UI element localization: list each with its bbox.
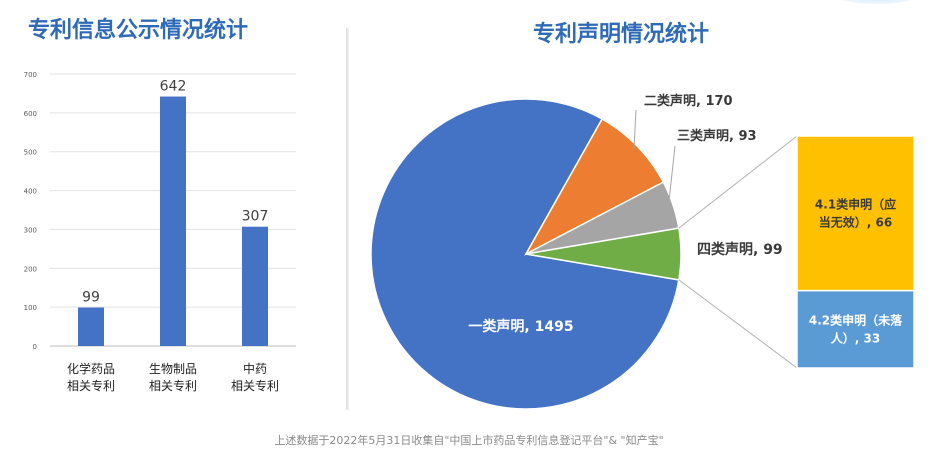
breakdown-label: 人）, 33 bbox=[831, 330, 880, 345]
pie-slice bbox=[370, 98, 680, 410]
bar bbox=[160, 96, 186, 346]
breakdown-label: 4.1类申明（应 bbox=[815, 196, 896, 211]
breakdown-label: 当无效）, 66 bbox=[819, 214, 892, 229]
pie-slice-label: 一类声明, 1495 bbox=[468, 318, 573, 335]
source-footnote: 上述数据于2022年5月31日收集自"中国上市药品专利信息登记平台"& "知产宝… bbox=[274, 434, 664, 447]
x-category-label: 相关专利 bbox=[149, 378, 197, 393]
breakdown-bar-segment bbox=[796, 135, 915, 292]
leader-line bbox=[633, 109, 637, 150]
bar-value-label: 307 bbox=[242, 209, 269, 225]
pie-slice-label: 二类声明, 170 bbox=[644, 93, 733, 109]
bar-value-label: 99 bbox=[82, 290, 100, 306]
y-tick-label: 600 bbox=[24, 110, 37, 118]
x-category-label: 化学药品 bbox=[67, 361, 115, 376]
bar bbox=[78, 307, 104, 346]
decorative-glow bbox=[832, 0, 922, 4]
pie-slice bbox=[524, 117, 665, 256]
x-category-label: 相关专利 bbox=[231, 378, 279, 393]
y-tick-label: 500 bbox=[24, 149, 37, 157]
y-tick-label: 400 bbox=[24, 188, 37, 196]
connector-line bbox=[678, 135, 798, 229]
leader-line bbox=[667, 145, 676, 207]
x-category-label: 生物制品 bbox=[149, 362, 197, 376]
y-tick-label: 0 bbox=[33, 343, 37, 351]
bar bbox=[242, 226, 268, 346]
breakdown-label: 4.2类申明（未落 bbox=[809, 312, 903, 327]
y-tick-label: 100 bbox=[24, 304, 37, 312]
pie-slice-label: 三类声明, 93 bbox=[677, 128, 757, 144]
x-category-label: 中药 bbox=[243, 361, 267, 376]
panel-divider bbox=[346, 28, 349, 410]
y-tick-label: 700 bbox=[24, 71, 37, 79]
bar-chart-title: 专利信息公示情况统计 bbox=[28, 18, 249, 43]
x-category-label: 相关专利 bbox=[67, 378, 115, 393]
connector-line bbox=[678, 279, 798, 369]
pie-slice bbox=[525, 227, 682, 281]
pie-slice-label: 四类声明, 99 bbox=[697, 241, 783, 258]
y-tick-label: 300 bbox=[24, 226, 37, 234]
bar-value-label: 642 bbox=[160, 79, 187, 95]
pie-chart-title: 专利声明情况统计 bbox=[533, 22, 710, 47]
breakdown-bar-segment bbox=[796, 289, 915, 369]
y-tick-label: 200 bbox=[24, 265, 37, 273]
